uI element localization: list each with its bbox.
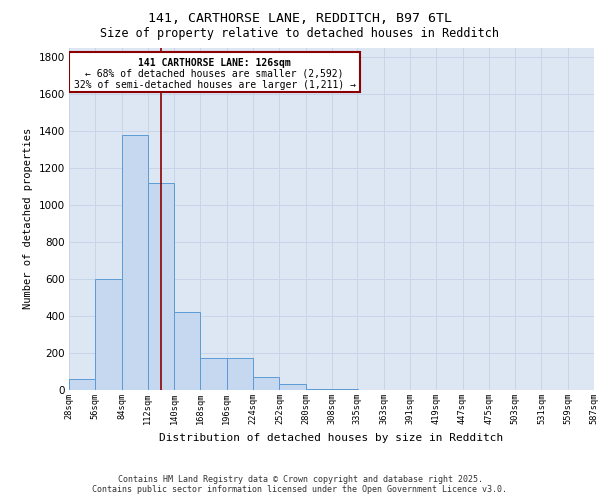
Bar — [95, 279, 122, 390]
Bar — [174, 312, 200, 390]
Bar — [69, 379, 95, 390]
FancyBboxPatch shape — [69, 52, 360, 92]
Text: Size of property relative to detached houses in Redditch: Size of property relative to detached ho… — [101, 28, 499, 40]
Y-axis label: Number of detached properties: Number of detached properties — [23, 128, 33, 310]
Text: 32% of semi-detached houses are larger (1,211) →: 32% of semi-detached houses are larger (… — [74, 80, 356, 90]
Text: Contains HM Land Registry data © Crown copyright and database right 2025.: Contains HM Land Registry data © Crown c… — [118, 475, 482, 484]
Bar — [332, 389, 358, 390]
Bar — [122, 134, 148, 390]
Bar — [200, 358, 227, 390]
Text: ← 68% of detached houses are smaller (2,592): ← 68% of detached houses are smaller (2,… — [85, 69, 344, 79]
Bar — [280, 384, 305, 390]
Bar — [148, 182, 174, 390]
Text: Contains public sector information licensed under the Open Government Licence v3: Contains public sector information licen… — [92, 485, 508, 494]
X-axis label: Distribution of detached houses by size in Redditch: Distribution of detached houses by size … — [160, 432, 503, 442]
Text: 141, CARTHORSE LANE, REDDITCH, B97 6TL: 141, CARTHORSE LANE, REDDITCH, B97 6TL — [148, 12, 452, 26]
Bar — [305, 389, 332, 390]
Bar — [253, 377, 280, 390]
Text: 141 CARTHORSE LANE: 126sqm: 141 CARTHORSE LANE: 126sqm — [138, 58, 291, 68]
Bar — [227, 358, 253, 390]
